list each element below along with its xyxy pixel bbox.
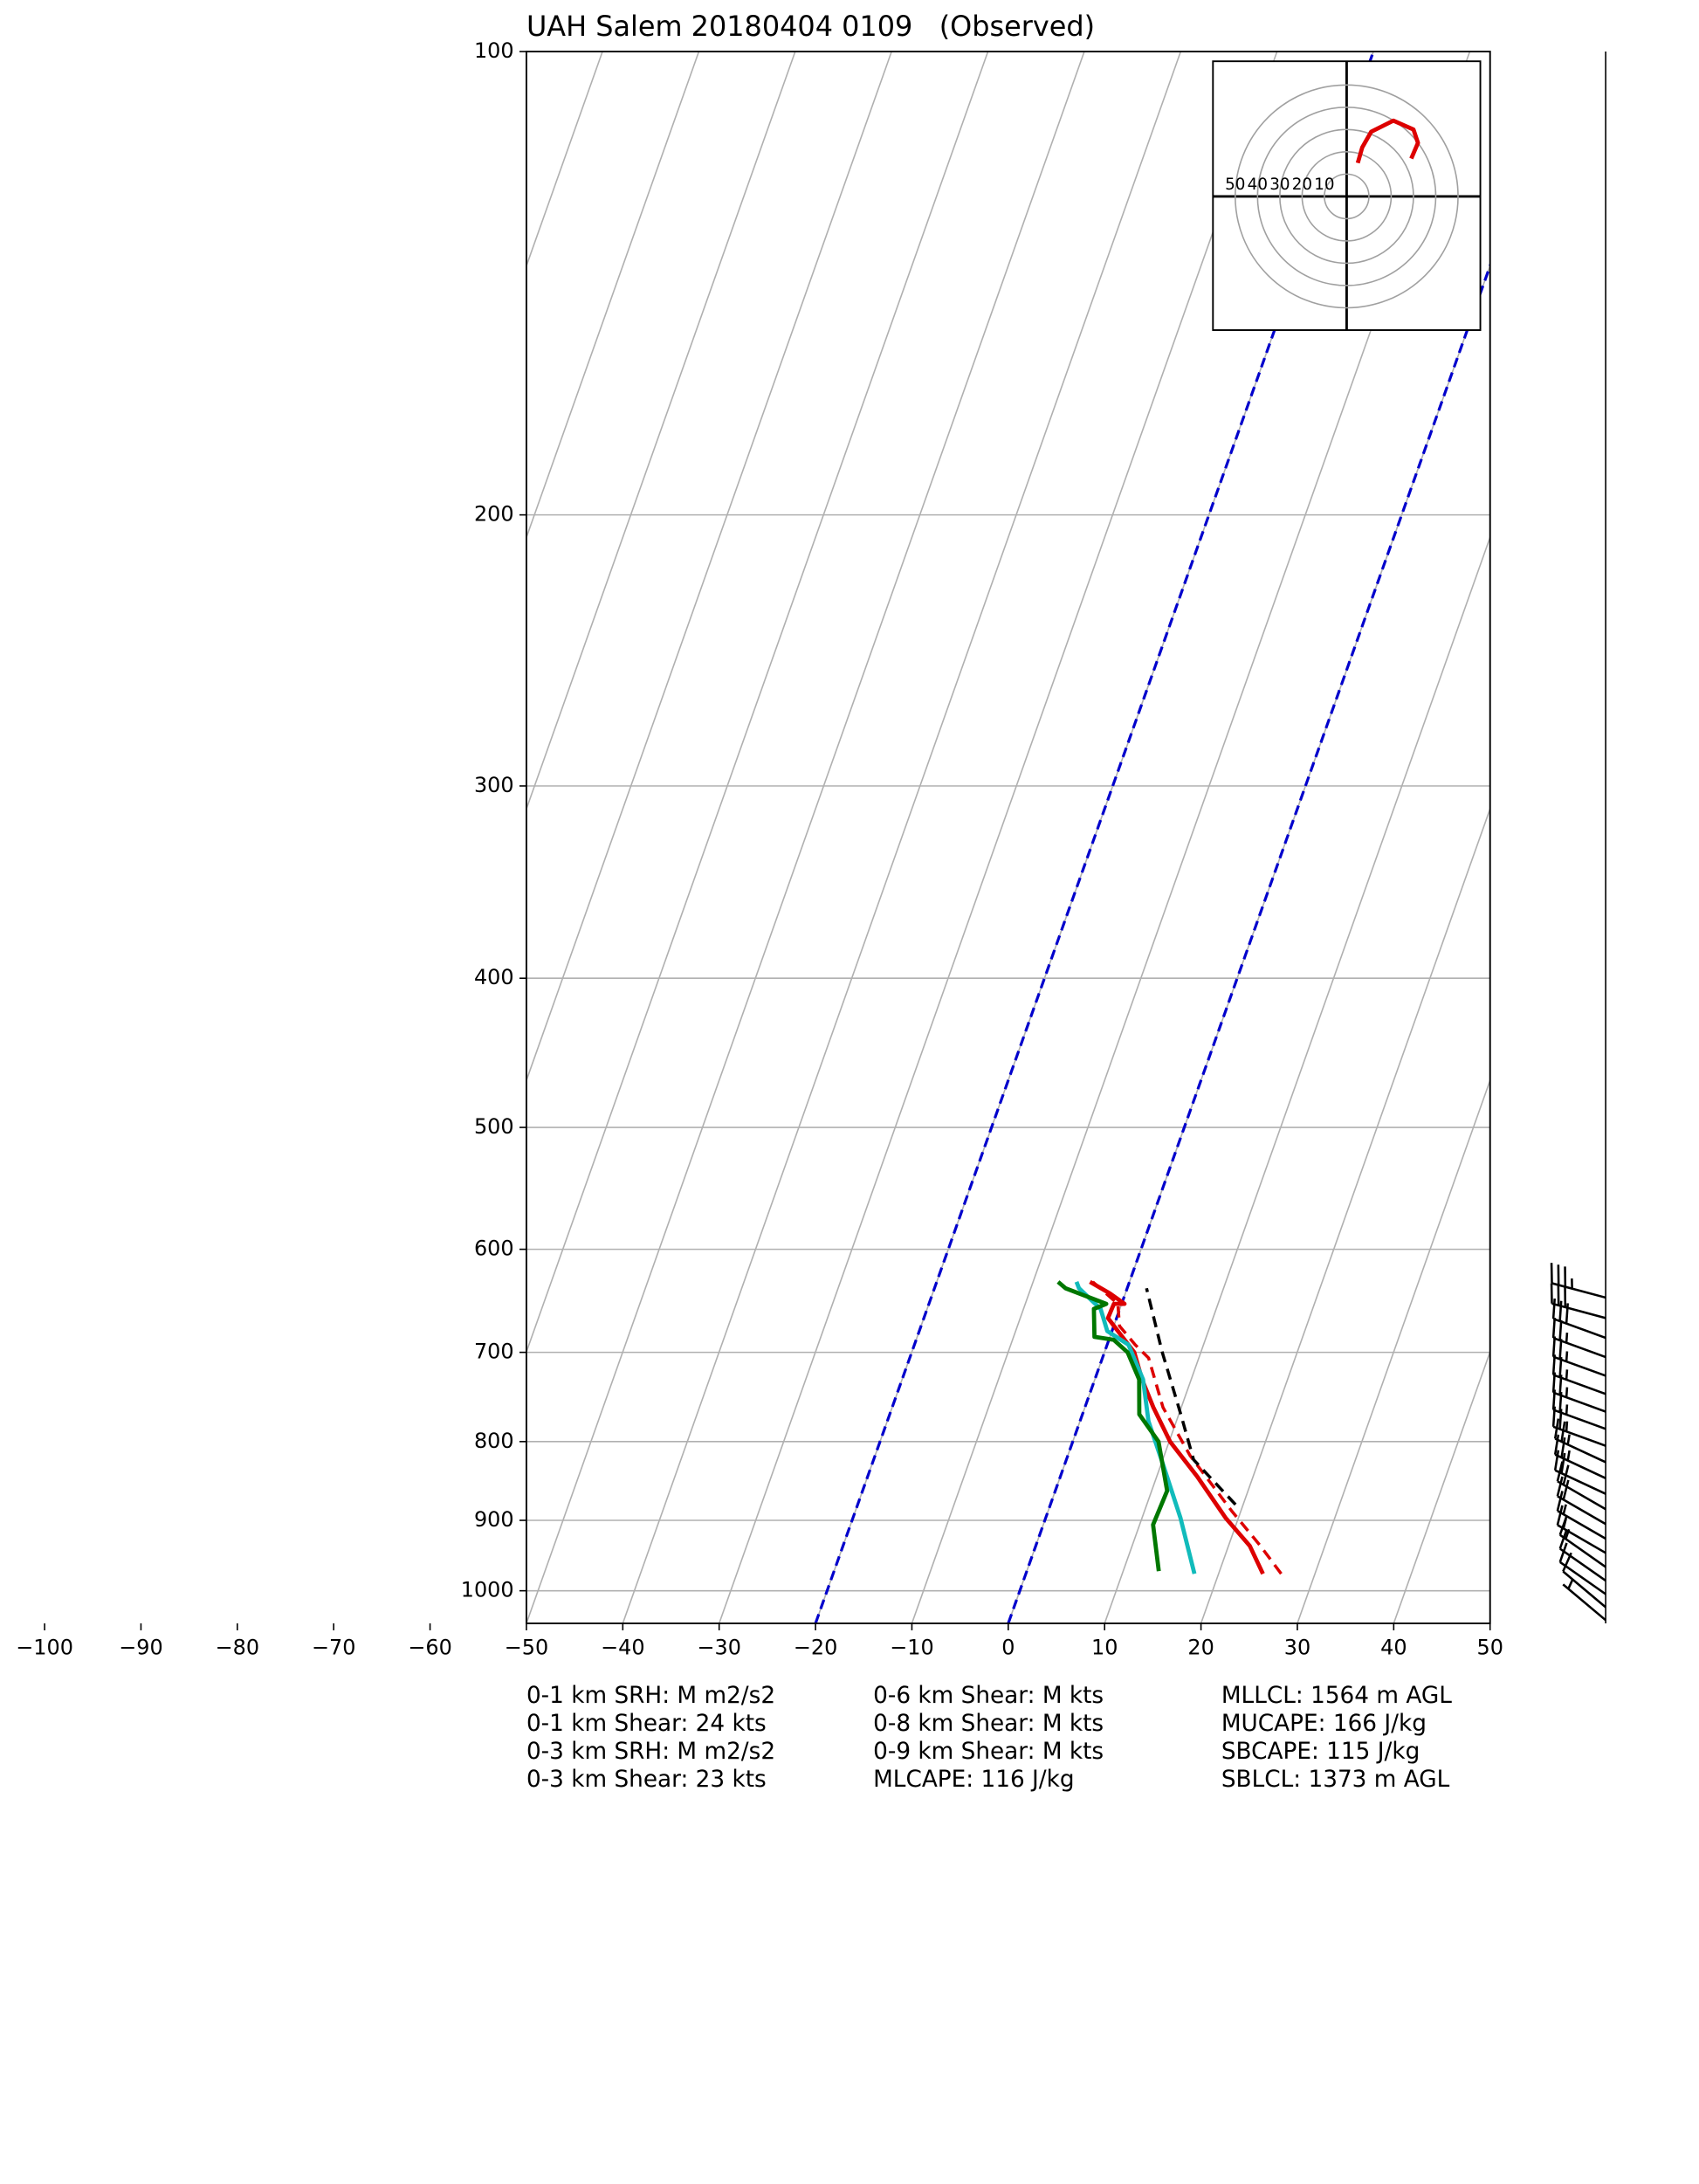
isotherm — [1297, 1078, 1490, 1624]
isotherm — [526, 52, 700, 540]
x-tick-label: 0 — [1001, 1636, 1015, 1660]
x-tick-label: −90 — [119, 1636, 162, 1660]
y-tick-label: 400 — [474, 965, 514, 989]
isotherm — [526, 52, 796, 811]
wind-barb — [1550, 1263, 1606, 1299]
isotherm — [718, 52, 1278, 1624]
wind-barb — [1562, 1579, 1606, 1622]
dashed-isotherm — [814, 52, 1375, 1624]
wind-barb — [1551, 1354, 1606, 1395]
x-tick-label: −100 — [16, 1636, 73, 1660]
profile-line — [1056, 1280, 1170, 1572]
y-tick-label: 1000 — [461, 1578, 514, 1602]
isotherm — [526, 52, 892, 1083]
isotherm — [526, 52, 1085, 1624]
wind-barb — [1551, 1336, 1606, 1377]
hodograph-ring — [1279, 128, 1414, 265]
wind-barb — [1551, 1389, 1606, 1430]
wind-barb — [1556, 1476, 1606, 1526]
y-tick-label: 500 — [474, 1114, 514, 1139]
isotherm — [1393, 1349, 1490, 1624]
x-tick-label: −80 — [216, 1636, 259, 1660]
traces — [814, 52, 1490, 1624]
hodograph: 50 40 30 20 10 — [1212, 60, 1482, 331]
hodograph-ring-label: 30 — [1269, 176, 1290, 194]
annotation: MLCAPE: 116 J/kg — [873, 1767, 1074, 1793]
annotation: 0-3 km Shear: 23 kts — [526, 1767, 767, 1793]
x-tick-label: −10 — [890, 1636, 933, 1660]
profile-line — [1091, 1280, 1283, 1575]
dashed-isotherm — [1007, 261, 1490, 1624]
x-tick-label: −70 — [312, 1636, 355, 1660]
annotation: 0-8 km Shear: M kts — [873, 1711, 1104, 1737]
x-tick-label: −60 — [408, 1636, 451, 1660]
hodograph-ring-label: 40 — [1248, 176, 1268, 194]
annotation: 0-6 km Shear: M kts — [873, 1683, 1104, 1709]
hodograph-ring — [1301, 151, 1393, 242]
annotation: MLLCL: 1564 m AGL — [1221, 1683, 1452, 1709]
wind-barb — [1551, 1406, 1606, 1447]
x-tick-label: 30 — [1284, 1636, 1310, 1660]
isotherm — [1104, 534, 1490, 1624]
annotation: 0-1 km Shear: 24 kts — [526, 1711, 767, 1737]
y-tick-label: 100 — [474, 38, 514, 63]
y-tick-label: 700 — [474, 1340, 514, 1364]
wind-barb — [1558, 1515, 1606, 1568]
wind-barbs — [1550, 1263, 1606, 1622]
annotation: 0-1 km SRH: M m2/s2 — [526, 1683, 775, 1709]
x-tick-label: 10 — [1091, 1636, 1118, 1660]
hodograph-ring — [1235, 84, 1459, 309]
isotherm — [526, 52, 989, 1354]
wind-barb — [1556, 1461, 1606, 1511]
x-tick-label: −20 — [794, 1636, 837, 1660]
hodograph-trace — [1355, 118, 1420, 164]
annotation: 0-3 km SRH: M m2/s2 — [526, 1739, 775, 1765]
profile-line — [1145, 1287, 1237, 1506]
hodograph-ring-label: 50 — [1225, 176, 1245, 194]
hodograph-area: 50 40 30 20 10 — [1213, 61, 1481, 331]
wind-barb — [1553, 1450, 1606, 1495]
isotherm — [622, 52, 1182, 1624]
wind-barb — [1562, 1552, 1606, 1609]
annotation: MUCAPE: 166 J/kg — [1221, 1711, 1427, 1737]
wind-barb — [1553, 1418, 1606, 1464]
annotation: SBLCL: 1373 m AGL — [1221, 1767, 1450, 1793]
hodograph-ring-label: 10 — [1314, 176, 1334, 194]
wind-barb — [1551, 1372, 1606, 1413]
wind-barb — [1556, 1491, 1606, 1540]
y-tick-label: 900 — [474, 1507, 514, 1532]
y-tick-label: 200 — [474, 502, 514, 527]
wind-barb — [1553, 1434, 1606, 1479]
wind-barb — [1558, 1529, 1606, 1582]
y-tick-label: 300 — [474, 773, 514, 797]
x-tick-label: 50 — [1477, 1636, 1503, 1660]
x-tick-label: 20 — [1187, 1636, 1214, 1660]
hodograph-ring-label: 20 — [1292, 176, 1312, 194]
x-tick-label: −30 — [697, 1636, 740, 1660]
wind-barb — [1551, 1317, 1606, 1359]
x-tick-label: 40 — [1380, 1636, 1407, 1660]
isotherm — [1200, 806, 1490, 1624]
annotations: 0-1 km SRH: M m2/s20-1 km Shear: 24 kts0… — [526, 1683, 1452, 1793]
wind-barb — [1550, 1283, 1606, 1319]
isotherm — [526, 52, 603, 268]
profile-line — [1089, 1279, 1265, 1575]
x-tick-label: −40 — [601, 1636, 644, 1660]
wind-barb — [1551, 1298, 1606, 1340]
x-tick-label: −50 — [505, 1636, 548, 1660]
y-tick-label: 800 — [474, 1429, 514, 1453]
annotation: SBCAPE: 115 J/kg — [1221, 1739, 1420, 1765]
isotherm — [1489, 1621, 1490, 1624]
annotation: 0-9 km Shear: M kts — [873, 1739, 1104, 1765]
chart-title: UAH Salem 20180404 0109 (Observed) — [526, 10, 1095, 43]
hodograph-ring — [1256, 107, 1437, 286]
y-tick-label: 600 — [474, 1237, 514, 1261]
wind-barb — [1558, 1542, 1606, 1595]
hodograph-ring — [1324, 173, 1370, 220]
